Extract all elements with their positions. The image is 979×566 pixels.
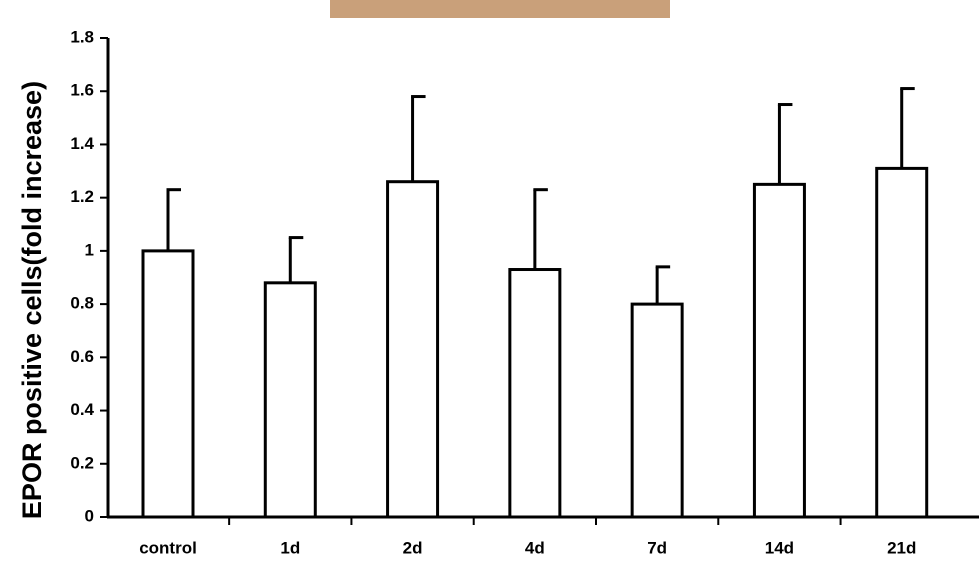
bar bbox=[754, 184, 804, 517]
bar bbox=[143, 251, 193, 517]
y-tick-label: 0.4 bbox=[70, 400, 94, 419]
image-strip bbox=[330, 0, 670, 18]
x-tick-label: 21d bbox=[887, 538, 916, 557]
bar bbox=[388, 182, 438, 517]
y-tick-label: 1.6 bbox=[70, 81, 94, 100]
chart: EPOR positive cells(fold increase) 0 0.2 0… bbox=[0, 0, 979, 566]
y-tick-label: 1.4 bbox=[70, 134, 94, 153]
x-tick-label: 7d bbox=[647, 538, 667, 557]
bar bbox=[632, 304, 682, 517]
bar bbox=[510, 270, 560, 517]
y-tick-label: 0.2 bbox=[70, 453, 94, 472]
y-tick-label: 1.8 bbox=[70, 27, 94, 46]
y-axis-label: EPOR positive cells(fold increase) bbox=[17, 81, 47, 519]
y-tick-label: 1.2 bbox=[70, 187, 94, 206]
y-tick-label: 0.8 bbox=[70, 294, 94, 313]
x-tick-label: control bbox=[139, 538, 197, 557]
x-tick-label: 4d bbox=[525, 538, 545, 557]
y-tick-label: 0.6 bbox=[70, 347, 94, 366]
y-tick-label: 1 bbox=[85, 240, 94, 259]
x-tick-label: 14d bbox=[765, 538, 794, 557]
y-tick-label: 0 bbox=[85, 506, 94, 525]
x-tick-label: 2d bbox=[403, 538, 423, 557]
bar bbox=[265, 283, 315, 517]
bar bbox=[877, 168, 927, 517]
x-tick-label: 1d bbox=[280, 538, 300, 557]
